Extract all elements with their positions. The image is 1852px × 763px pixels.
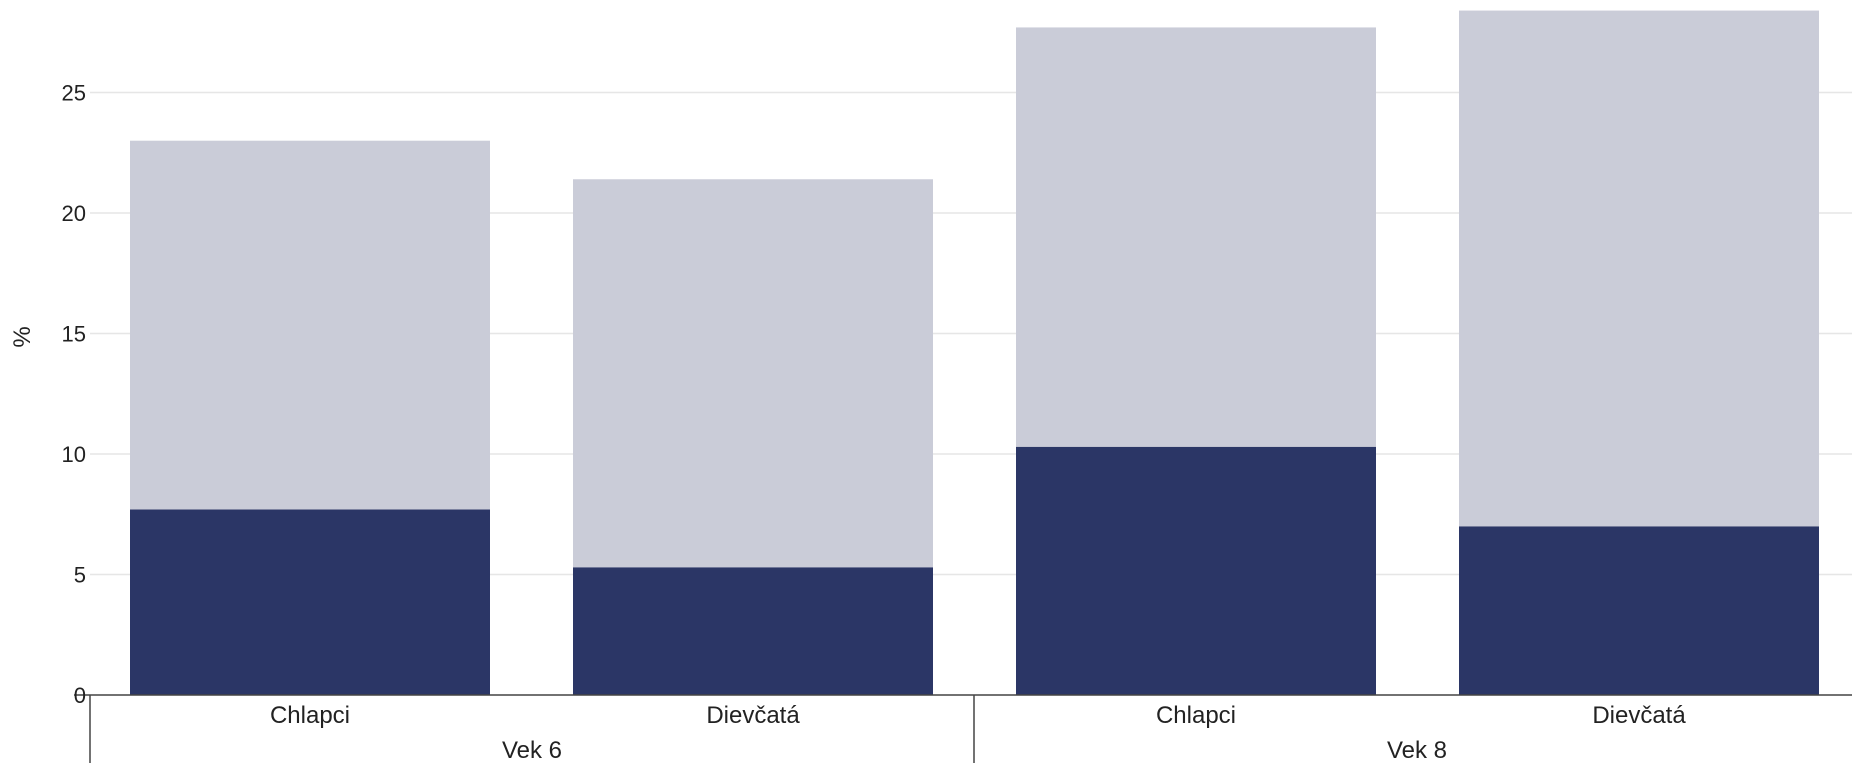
x-category-label: Chlapci: [1156, 702, 1236, 729]
bar-segment-lower: [573, 567, 933, 695]
bar-segment-lower: [1459, 526, 1819, 695]
y-tick-label: 0: [74, 683, 86, 708]
x-group-label: Vek 8: [1387, 737, 1447, 763]
x-category-label: Chlapci: [270, 702, 350, 729]
x-category-label: Dievčatá: [1592, 702, 1686, 729]
y-tick-label: 5: [74, 563, 86, 588]
y-tick-label: 25: [62, 81, 86, 106]
bars: [130, 10, 1819, 695]
bar-segment-upper: [1016, 27, 1376, 447]
bar-segment-lower: [1016, 446, 1376, 695]
axes: [74, 694, 1852, 763]
y-tick-label: 20: [62, 201, 86, 226]
y-axis-title: %: [9, 326, 36, 347]
y-tick-label: 15: [62, 322, 86, 347]
bar-segment-upper: [573, 179, 933, 568]
labels: 0 5 10 15 20 25 Chlapci Dievčatá Chlapci Dievčatá…: [9, 81, 1686, 763]
bar-segment-lower: [130, 509, 490, 695]
bar-segment-upper: [130, 140, 490, 510]
bar-segment-upper: [1459, 10, 1819, 527]
x-group-label: Vek 6: [502, 737, 562, 763]
x-category-label: Dievčatá: [706, 702, 800, 729]
y-tick-label: 10: [62, 442, 86, 467]
